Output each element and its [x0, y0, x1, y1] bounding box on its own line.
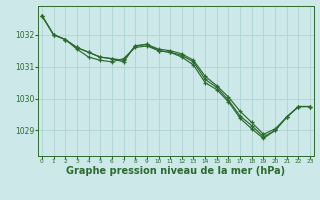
- X-axis label: Graphe pression niveau de la mer (hPa): Graphe pression niveau de la mer (hPa): [67, 166, 285, 176]
